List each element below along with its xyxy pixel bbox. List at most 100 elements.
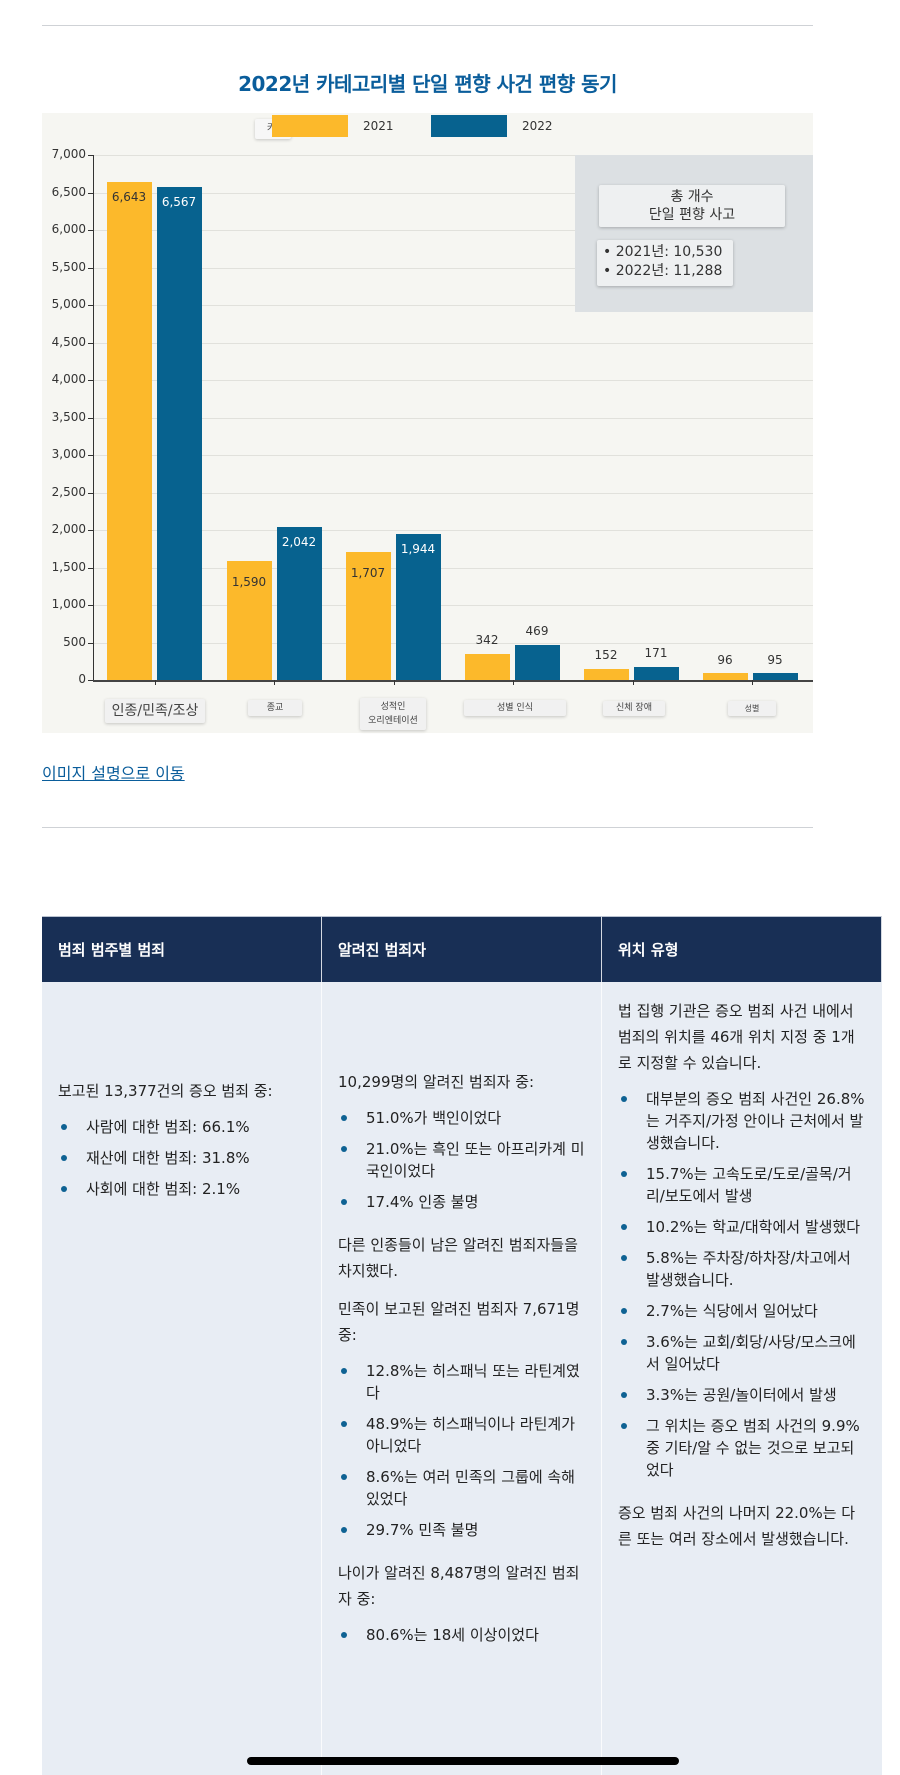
chart-legend: 키: 2021 2022 [42, 115, 813, 141]
y-tick-mark [88, 230, 94, 231]
y-tick-mark [88, 530, 94, 531]
bar-value-label: 1,590 [231, 575, 267, 589]
bullet-list: 51.0%가 백인이었다 21.0%는 흑인 또는 아프리카계 미국인이었다 1… [338, 1107, 585, 1222]
bar-value-label: 342 [475, 633, 499, 647]
image-description-link[interactable]: 이미지 설명으로 이동 [42, 764, 185, 783]
gridline [94, 530, 813, 531]
home-indicator[interactable] [247, 1757, 679, 1765]
y-tick-mark [88, 680, 94, 681]
y-tick-label: 6,500 [51, 184, 86, 199]
x-tick-mark [155, 680, 156, 685]
list-item: 3.6%는 교회/회당/사당/모스크에서 일어났다 [618, 1331, 866, 1375]
x-category-label: 신체 장애 [603, 701, 665, 716]
y-tick-mark [88, 380, 94, 381]
bar-chart: 키: 2021 2022 총 개수 단일 편향 사고 • 2021년: 10,5… [42, 113, 813, 733]
gridline [94, 605, 813, 606]
y-tick-mark [88, 342, 94, 344]
y-tick-label: 4,000 [51, 372, 86, 386]
x-category-label: 성별 [728, 701, 776, 716]
table-header-location-type: 위치 유형 [602, 916, 882, 982]
table-cell-location-type: 법 집행 기관은 증오 범죄 사건 내에서 범죄의 위치를 46개 위치 지정 … [602, 982, 882, 1775]
list-item: 사회에 대한 범죄: 2.1% [58, 1178, 305, 1200]
list-item: 48.9%는 히스패닉이나 라틴계가 아니었다 [338, 1413, 585, 1457]
gridline [94, 267, 813, 269]
bar-2022-gender [753, 673, 798, 680]
y-tick-label: 500 [63, 634, 86, 649]
bar-value-label: 2,042 [281, 535, 317, 549]
gridline [94, 155, 813, 156]
bar-value-label: 6,643 [111, 190, 147, 204]
x-tick-mark [394, 680, 395, 685]
list-item: 12.8%는 히스패닉 또는 라틴계였다 [338, 1360, 585, 1404]
y-tick-mark [88, 642, 94, 644]
y-tick-label: 5,500 [51, 259, 86, 274]
x-category-label: 성별 인식 [464, 700, 566, 716]
bar-value-label: 1,707 [350, 566, 386, 580]
bullet-list: 사람에 대한 범죄: 66.1% 재산에 대한 범죄: 31.8% 사회에 대한… [58, 1116, 305, 1209]
totals-annotation: 총 개수 단일 편향 사고 • 2021년: 10,530 • 2022년: 1… [575, 155, 813, 312]
list-item: 3.3%는 공원/놀이터에서 발생 [618, 1384, 866, 1406]
bar-2022-sexual-orientation [396, 534, 441, 680]
section-divider [42, 827, 813, 828]
bar-value-label: 171 [644, 646, 668, 660]
list-item: 15.7%는 고속도로/도로/골목/거리/보도에서 발생 [618, 1163, 866, 1207]
legend-swatch-2022 [431, 115, 507, 137]
y-tick-mark [88, 492, 94, 494]
total-2022: • 2022년: 11,288 [603, 263, 723, 279]
y-tick-label: 6,000 [51, 222, 86, 236]
bullet-list: 12.8%는 히스패닉 또는 라틴계였다 48.9%는 히스패닉이나 라틴계가 … [338, 1360, 585, 1550]
gridline [94, 417, 813, 419]
bar-value-label: 6,567 [161, 195, 197, 209]
legend-label-2021: 2021 [363, 119, 394, 133]
list-item: 5.8%는 주차장/하차장/차고에서 발생했습니다. [618, 1247, 866, 1291]
list-item: 2.7%는 식당에서 일어났다 [618, 1300, 866, 1322]
bar-value-label: 96 [717, 653, 733, 667]
list-item: 29.7% 민족 불명 [338, 1519, 585, 1541]
top-divider [42, 25, 813, 26]
cell-note: 다른 인종들이 남은 알려진 범죄자들을 차지했다. [338, 1236, 578, 1280]
y-tick-mark [88, 455, 94, 456]
x-category-label: 인종/민족/조상 [105, 699, 205, 723]
y-tick-label: 2,000 [51, 522, 86, 536]
x-tick-mark [633, 680, 634, 685]
y-tick-mark [88, 605, 94, 606]
list-item: 대부분의 증오 범죄 사건인 26.8%는 거주지/가정 안이나 근처에서 발생… [618, 1088, 866, 1154]
gridline [94, 342, 813, 344]
totals-heading-line1: 총 개수 [670, 189, 714, 205]
list-item: 17.4% 인종 불명 [338, 1191, 585, 1213]
legend-label-2022: 2022 [522, 119, 553, 133]
gridline [94, 492, 813, 494]
bar-2021-disability [584, 669, 629, 680]
bar-value-label: 152 [594, 648, 618, 662]
list-item: 그 위치는 증오 범죄 사건의 9.9% 중 기타/알 수 없는 것으로 보고되… [618, 1415, 866, 1481]
totals-heading: 총 개수 단일 편향 사고 [599, 185, 785, 227]
gridline [94, 642, 813, 644]
list-item: 재산에 대한 범죄: 31.8% [58, 1147, 305, 1169]
hate-crime-summary-table: 범죄 범주별 범죄 알려진 범죄자 위치 유형 보고된 13,377건의 증오 … [42, 916, 882, 1775]
list-item: 사람에 대한 범죄: 66.1% [58, 1116, 305, 1138]
y-axis [93, 155, 94, 680]
bar-2022-gender-identity [515, 645, 560, 680]
y-tick-mark [88, 267, 94, 269]
x-tick-mark [513, 680, 514, 685]
bar-2021-religion [227, 561, 272, 680]
cell-intro: 10,299명의 알려진 범죄자 중: [338, 1073, 535, 1091]
bar-2021-race-ethnicity [107, 182, 152, 680]
gridline [94, 380, 813, 381]
totals-heading-line2: 단일 편향 사고 [648, 207, 736, 223]
y-tick-mark [88, 567, 94, 569]
table-header-known-offenders: 알려진 범죄자 [322, 916, 602, 982]
x-category-label-line: 오리엔테이션 [368, 716, 418, 726]
cell-intro: 보고된 13,377건의 증오 범죄 중: [58, 1082, 273, 1100]
list-item: 21.0%는 흑인 또는 아프리카계 미국인이었다 [338, 1138, 585, 1182]
bar-2021-gender-identity [465, 654, 510, 680]
y-tick-mark [88, 417, 94, 419]
x-tick-mark [752, 680, 753, 685]
y-tick-label: 4,500 [51, 334, 86, 349]
y-tick-label: 7,000 [51, 147, 86, 161]
table-cell-crime-category: 보고된 13,377건의 증오 범죄 중: 사람에 대한 범죄: 66.1% 재… [42, 982, 322, 1775]
totals-values: • 2021년: 10,530 • 2022년: 11,288 [597, 240, 733, 286]
list-item: 10.2%는 학교/대학에서 발생했다 [618, 1216, 866, 1238]
y-tick-label: 1,500 [51, 559, 86, 574]
list-item: 51.0%가 백인이었다 [338, 1107, 585, 1129]
